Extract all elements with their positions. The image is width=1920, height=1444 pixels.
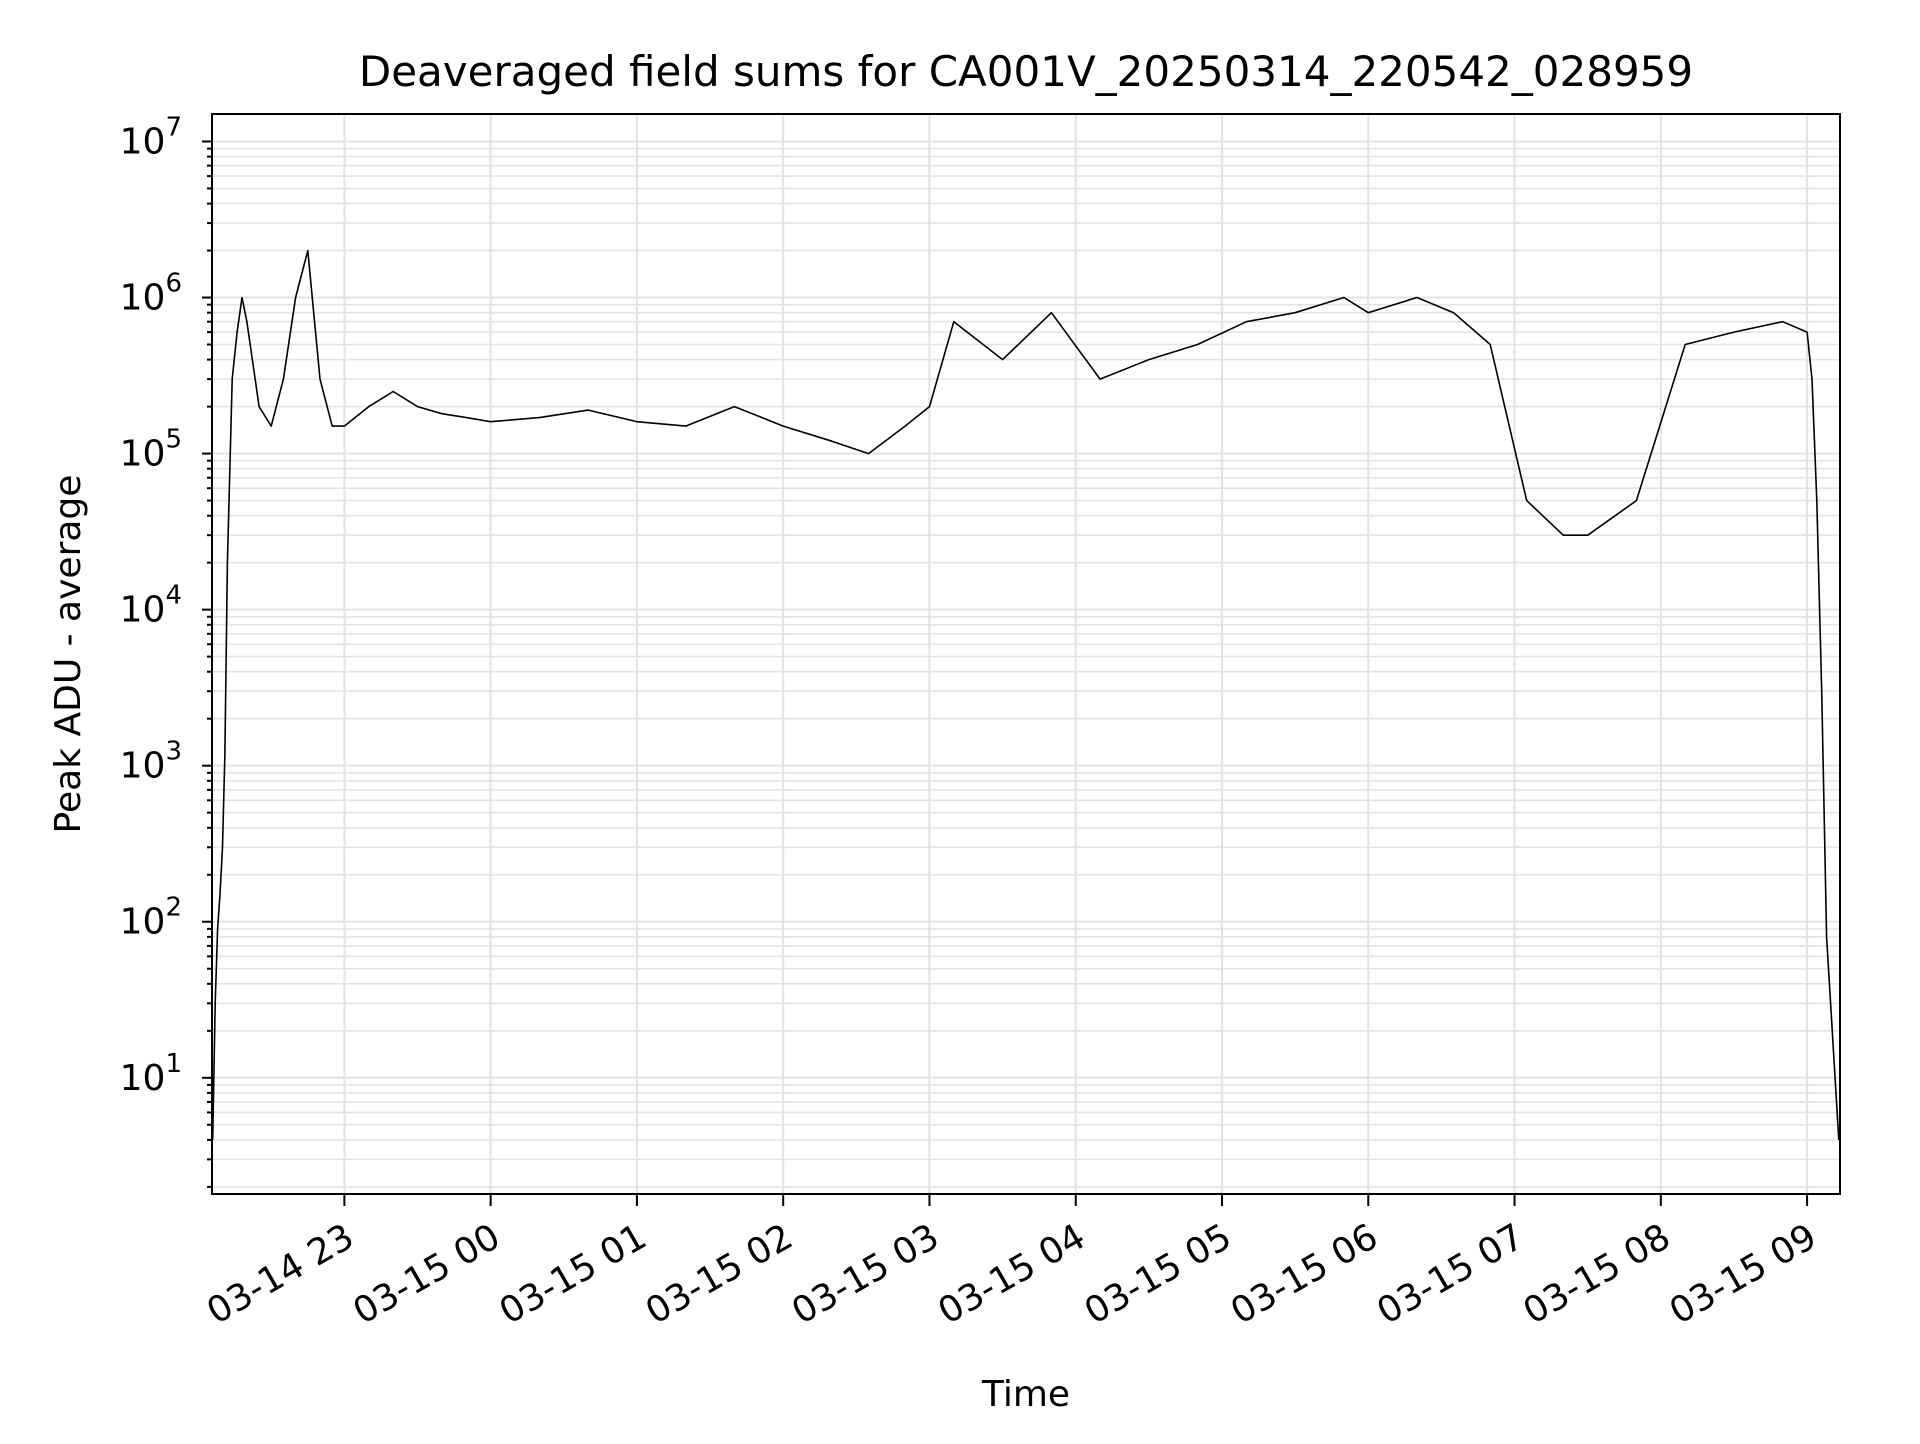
- y-tick-label: 104: [120, 581, 182, 631]
- y-tick-base: 10: [120, 590, 166, 631]
- y-tick-exponent: 2: [165, 893, 182, 923]
- y-tick-base: 10: [120, 902, 166, 943]
- plot-frame: [211, 113, 1841, 1195]
- y-tick-label: 107: [120, 112, 182, 162]
- series-line: [211, 249, 1840, 1140]
- y-tick-base: 10: [120, 278, 166, 319]
- y-tick-label: 101: [120, 1049, 182, 1099]
- y-tick-base: 10: [120, 121, 166, 162]
- tick-layer: [202, 140, 1809, 1206]
- y-tick-exponent: 5: [165, 425, 182, 455]
- y-tick-exponent: 3: [165, 737, 182, 767]
- series-layer: [211, 249, 1840, 1140]
- chart-title: Deaveraged field sums for CA001V_2025031…: [359, 47, 1693, 96]
- y-tick-label: 102: [120, 893, 182, 943]
- y-axis-label: Peak ADU - average: [48, 475, 89, 834]
- y-tick-label: 103: [120, 737, 182, 787]
- y-tick-base: 10: [120, 434, 166, 475]
- y-tick-exponent: 1: [165, 1049, 182, 1079]
- y-tick-base: 10: [120, 746, 166, 787]
- y-tick-exponent: 7: [165, 112, 182, 142]
- x-axis-label: Time: [981, 1374, 1070, 1415]
- y-tick-label: 106: [120, 269, 182, 319]
- y-tick-exponent: 4: [165, 581, 182, 611]
- y-tick-base: 10: [120, 1058, 166, 1099]
- y-tick-label: 105: [120, 425, 182, 475]
- y-tick-exponent: 6: [165, 269, 182, 299]
